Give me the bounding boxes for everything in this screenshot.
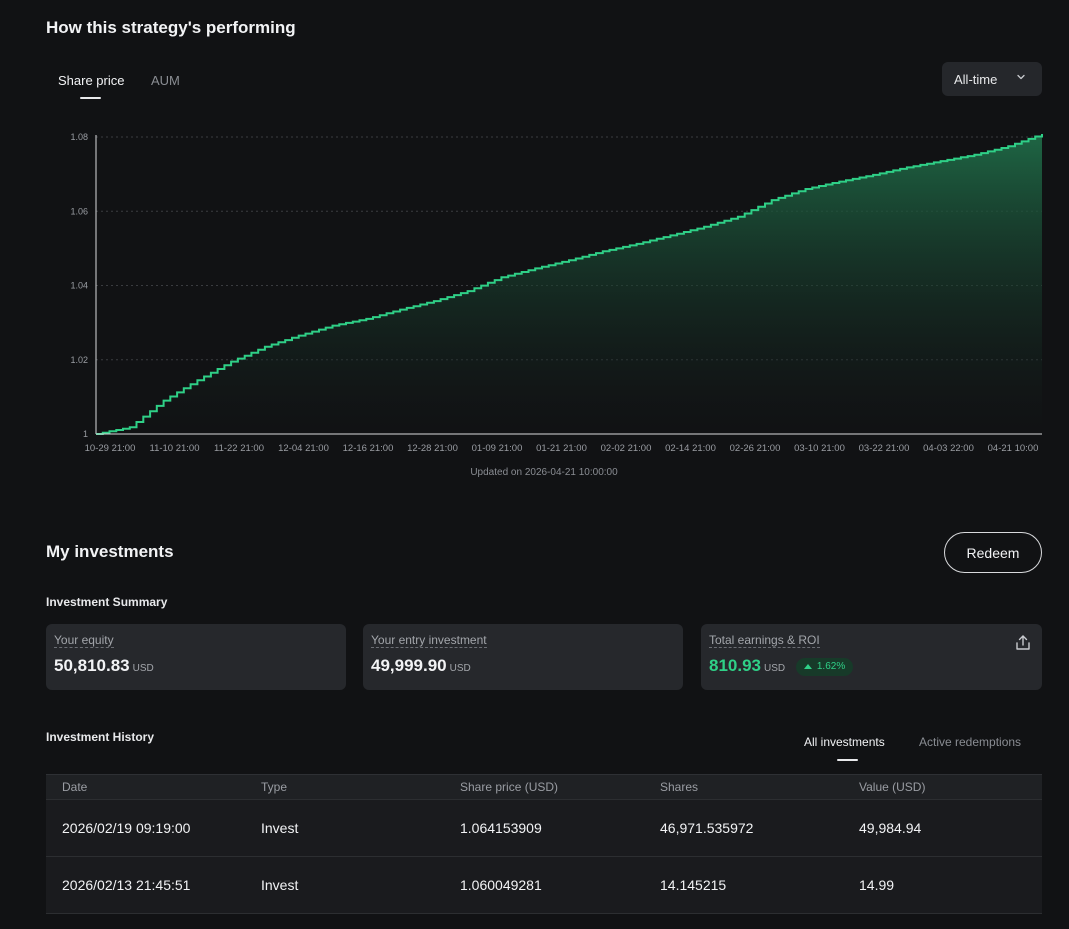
earnings-roi-label[interactable]: Total earnings & ROI [709, 633, 820, 648]
x-tick-label: 02-02 21:00 [601, 443, 652, 454]
x-tick-label: 11-22 21:00 [214, 443, 264, 454]
table-row: 2026/02/13 21:45:51 Invest 1.060049281 1… [46, 856, 1042, 914]
cell-shares: 14.145215 [660, 877, 727, 893]
cell-value: 14.99 [859, 877, 895, 893]
earnings-roi-card: Total earnings & ROI 810.93 USD 1.62% [701, 624, 1042, 690]
x-tick-label: 03-10 21:00 [794, 443, 845, 454]
history-tab-indicator [837, 759, 858, 761]
tab-all-investments[interactable]: All investments [804, 735, 885, 749]
investments-title: My investments [46, 542, 174, 561]
cell-value: 49,984.94 [859, 820, 922, 836]
chart-area-fill [96, 134, 1042, 434]
entry-investment-card: Your entry investment 49,999.90 USD [363, 624, 683, 690]
tab-aum[interactable]: AUM [151, 73, 180, 88]
chevron-down-icon [1017, 74, 1025, 80]
y-tick-label: 1.08 [70, 132, 88, 142]
x-tick-label: 12-28 21:00 [407, 443, 458, 454]
x-tick-label: 12-16 21:00 [343, 443, 394, 454]
x-tick-label: 10-29 21:00 [85, 443, 136, 454]
x-tick-label: 02-26 21:00 [730, 443, 781, 454]
y-tick-label: 1 [83, 429, 88, 439]
cell-date: 2026/02/13 21:45:51 [62, 877, 191, 893]
up-arrow-icon [803, 664, 812, 669]
chart-series-line [96, 134, 1043, 435]
cell-date: 2026/02/19 09:19:00 [62, 820, 191, 836]
x-tick-label: 12-04 21:00 [278, 443, 329, 454]
column-value: Value (USD) [859, 780, 926, 794]
x-tick-label: 04-03 22:00 [923, 443, 974, 454]
tab-share-price[interactable]: Share price [58, 73, 125, 88]
investment-history-table: Date Type Share price (USD) Shares Value… [46, 774, 1042, 914]
entry-investment-label[interactable]: Your entry investment [371, 633, 487, 648]
x-tick-label: 01-09 21:00 [472, 443, 523, 454]
equity-value: 50,810.83 USD [54, 656, 154, 675]
share-icon[interactable] [1014, 634, 1032, 652]
time-range-label: All-time [954, 71, 998, 87]
time-range-select[interactable]: All-time [942, 62, 1042, 96]
tab-active-redemptions[interactable]: Active redemptions [919, 735, 1022, 749]
cell-shares: 46,971.535972 [660, 820, 754, 836]
y-tick-label: 1.02 [70, 355, 88, 365]
roi-badge: 1.62% [795, 657, 854, 676]
column-type: Type [261, 780, 288, 794]
redeem-button[interactable]: Redeem [944, 532, 1042, 573]
table-row: 2026/02/19 09:19:00 Invest 1.064153909 4… [46, 799, 1042, 856]
table-header: Date Type Share price (USD) Shares Value… [46, 774, 1042, 799]
x-tick-label: 03-22 21:00 [859, 443, 910, 454]
investment-summary-title: Investment Summary [46, 595, 168, 609]
equity-label[interactable]: Your equity [54, 633, 114, 648]
x-tick-label: 04-21 10:00 [988, 443, 1039, 454]
cell-share-price: 1.064153909 [460, 820, 542, 836]
share-price-chart: 1 1.02 1.04 1.06 1.08 10-29 21:00 11-10 21:00… [70, 132, 1043, 454]
y-tick-label: 1.04 [70, 281, 88, 291]
earnings-value: 810.93 USD 1.62% [709, 656, 854, 676]
column-shares: Shares [660, 780, 699, 794]
cell-type: Invest [261, 877, 299, 893]
investment-history-title: Investment History [46, 730, 155, 744]
x-tick-label: 02-14 21:00 [665, 443, 716, 454]
active-tab-indicator [80, 97, 101, 99]
column-date: Date [62, 780, 88, 794]
entry-investment-value: 49,999.90 USD [371, 656, 471, 675]
x-tick-label: 01-21 21:00 [536, 443, 587, 454]
page-title: How this strategy's performing [46, 18, 296, 37]
cell-share-price: 1.060049281 [460, 877, 542, 893]
chart-updated-text: Updated on 2026-04-21 10:00:00 [470, 467, 618, 478]
equity-card: Your equity 50,810.83 USD [46, 624, 346, 690]
y-tick-label: 1.06 [70, 206, 88, 216]
column-share-price: Share price (USD) [460, 780, 559, 794]
cell-type: Invest [261, 820, 299, 836]
x-tick-label: 11-10 21:00 [149, 443, 199, 454]
